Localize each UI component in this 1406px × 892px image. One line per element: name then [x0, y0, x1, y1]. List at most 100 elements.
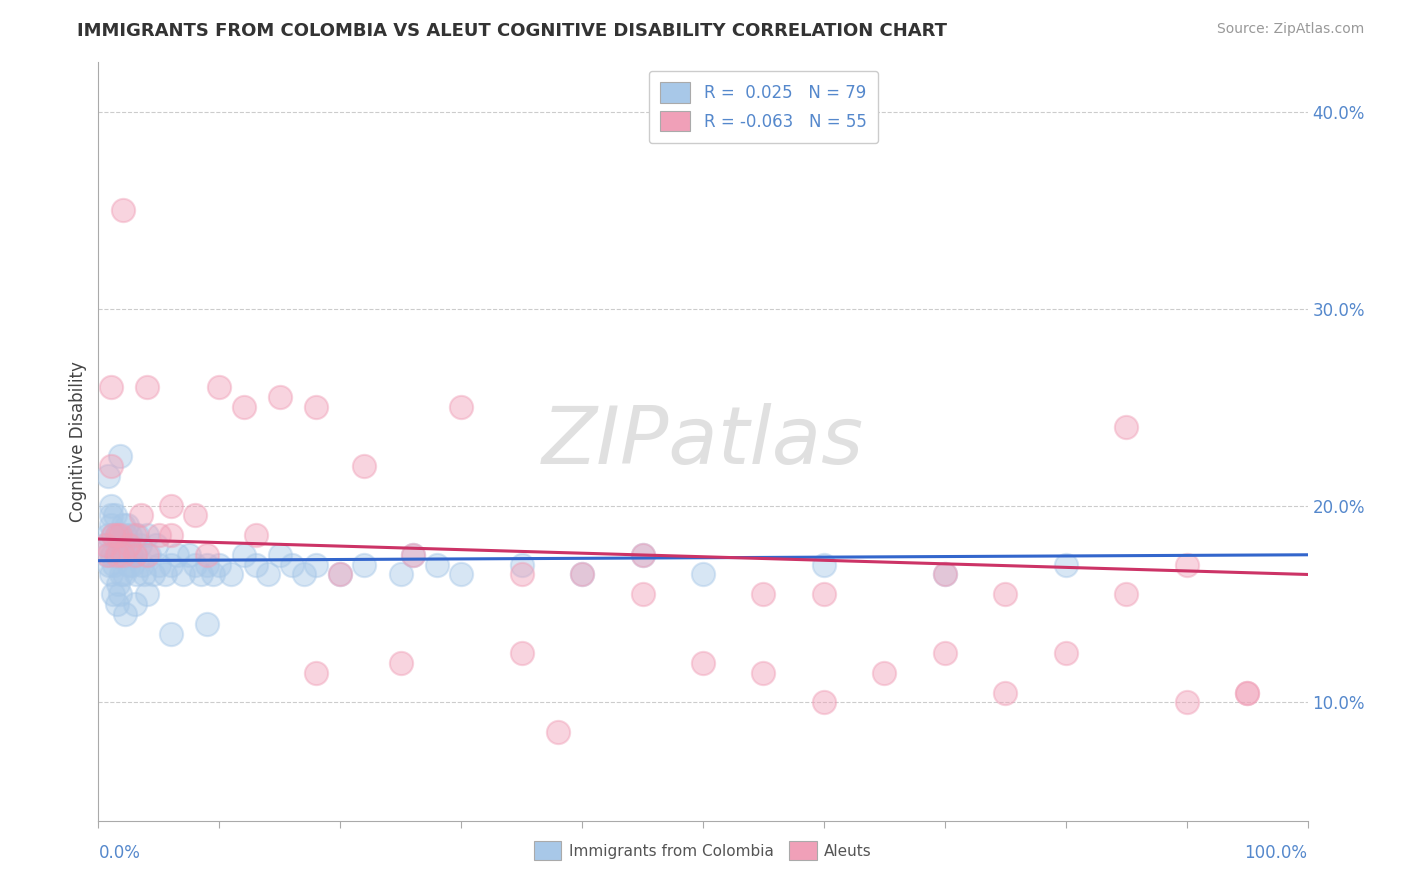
Point — [510, 567, 533, 582]
Point — [813, 696, 835, 710]
Point — [184, 558, 207, 572]
Point — [100, 567, 122, 582]
Point — [100, 499, 122, 513]
Point — [108, 528, 131, 542]
Point — [112, 567, 135, 582]
Point — [402, 548, 425, 562]
Point — [142, 567, 165, 582]
Point — [1054, 558, 1077, 572]
Point — [153, 567, 176, 582]
Point — [752, 587, 775, 601]
Point — [305, 400, 328, 414]
Point — [101, 528, 124, 542]
Point — [208, 380, 231, 394]
Point — [329, 567, 352, 582]
Point — [104, 508, 127, 523]
Point — [101, 528, 124, 542]
Point — [129, 508, 152, 523]
Point — [510, 558, 533, 572]
Point — [179, 548, 201, 562]
Point — [232, 400, 254, 414]
Point — [105, 548, 128, 562]
Point — [138, 548, 160, 562]
Point — [108, 450, 131, 464]
Point — [1054, 646, 1077, 660]
Point — [934, 646, 956, 660]
Point — [97, 469, 120, 483]
Point — [148, 558, 170, 572]
Point — [1115, 419, 1137, 434]
Point — [1236, 685, 1258, 699]
Point — [232, 548, 254, 562]
Text: 100.0%: 100.0% — [1244, 844, 1308, 863]
Point — [692, 567, 714, 582]
Point — [100, 548, 122, 562]
Point — [571, 567, 593, 582]
Point — [631, 587, 654, 601]
Point — [100, 380, 122, 394]
Point — [127, 528, 149, 542]
Point — [135, 548, 157, 562]
Point — [245, 528, 267, 542]
Point — [208, 558, 231, 572]
Point — [873, 665, 896, 680]
Point — [111, 548, 134, 562]
Point — [752, 665, 775, 680]
Point — [124, 548, 146, 562]
Point — [105, 528, 128, 542]
Point — [105, 548, 128, 562]
Point — [571, 567, 593, 582]
Point — [108, 587, 131, 601]
Point — [135, 587, 157, 601]
Point — [131, 558, 153, 572]
Point — [105, 528, 128, 542]
Text: Source: ZipAtlas.com: Source: ZipAtlas.com — [1216, 22, 1364, 37]
Point — [1236, 685, 1258, 699]
Point — [110, 567, 132, 582]
Point — [128, 538, 150, 552]
Point — [245, 558, 267, 572]
Point — [124, 548, 146, 562]
Point — [96, 548, 118, 562]
Legend: Immigrants from Colombia, Aleuts: Immigrants from Colombia, Aleuts — [527, 835, 879, 866]
Point — [195, 548, 218, 562]
Point — [135, 528, 157, 542]
Point — [221, 567, 243, 582]
Point — [94, 538, 117, 552]
Point — [184, 508, 207, 523]
Point — [114, 528, 136, 542]
Point — [121, 558, 143, 572]
Point — [124, 528, 146, 542]
Point — [1175, 696, 1198, 710]
Y-axis label: Cognitive Disability: Cognitive Disability — [69, 361, 87, 522]
Point — [305, 558, 328, 572]
Point — [120, 548, 142, 562]
Point — [100, 459, 122, 474]
Point — [135, 380, 157, 394]
Point — [450, 567, 472, 582]
Point — [160, 499, 183, 513]
Point — [813, 558, 835, 572]
Point — [353, 459, 375, 474]
Text: 0.0%: 0.0% — [98, 844, 141, 863]
Point — [389, 567, 412, 582]
Point — [269, 390, 291, 404]
Point — [994, 587, 1017, 601]
Point — [160, 528, 183, 542]
Point — [1115, 587, 1137, 601]
Point — [117, 518, 139, 533]
Point — [256, 567, 278, 582]
Point — [100, 518, 122, 533]
Point — [692, 656, 714, 670]
Point — [292, 567, 315, 582]
Text: ZIPatlas: ZIPatlas — [541, 402, 865, 481]
Point — [202, 567, 225, 582]
Point — [111, 203, 134, 218]
Point — [305, 665, 328, 680]
Point — [97, 548, 120, 562]
Point — [426, 558, 449, 572]
Point — [148, 528, 170, 542]
Point — [105, 597, 128, 611]
Point — [103, 558, 125, 572]
Point — [195, 616, 218, 631]
